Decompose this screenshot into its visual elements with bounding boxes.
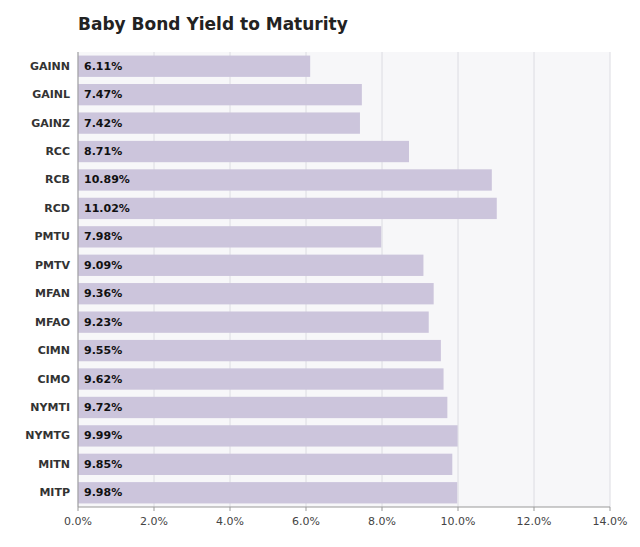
tick-label: 6.0% xyxy=(292,515,320,528)
category-label: PMTV xyxy=(35,259,71,272)
category-label: MITP xyxy=(39,486,70,499)
bar xyxy=(78,311,429,332)
data-label: 9.36% xyxy=(84,287,122,300)
data-label: 8.71% xyxy=(84,145,122,158)
category-label: RCB xyxy=(45,173,70,186)
data-label: 11.02% xyxy=(84,202,130,215)
category-label: MITN xyxy=(38,458,70,471)
bars xyxy=(78,56,497,504)
tick-label: 0.0% xyxy=(64,515,92,528)
grid-line xyxy=(78,52,79,507)
tick-mark xyxy=(610,507,611,511)
category-label: GAINN xyxy=(30,60,70,73)
bar xyxy=(78,340,441,361)
bar xyxy=(78,283,434,304)
chart: Baby Bond Yield to Maturity 0.0% 2.0% 4.0% 6… xyxy=(0,0,640,547)
data-label: 7.98% xyxy=(84,230,122,243)
data-label: 9.72% xyxy=(84,401,122,414)
x-axis-line xyxy=(78,507,610,508)
bar xyxy=(78,56,310,77)
bar xyxy=(78,169,492,190)
bar xyxy=(78,226,381,247)
tick-label: 4.0% xyxy=(216,515,244,528)
plot-area xyxy=(78,52,610,507)
data-label: 9.55% xyxy=(84,344,122,357)
category-label: MFAN xyxy=(35,287,70,300)
category-label: GAINZ xyxy=(31,117,70,130)
grid-line xyxy=(610,52,611,507)
grid-line xyxy=(458,52,459,507)
category-label: CIMN xyxy=(38,344,70,357)
bar xyxy=(78,255,423,276)
bar xyxy=(78,425,458,446)
category-label: CIMO xyxy=(38,373,70,386)
category-label: GAINL xyxy=(32,88,70,101)
tick-mark xyxy=(230,507,231,511)
data-label: 10.89% xyxy=(84,173,130,186)
category-label: PMTU xyxy=(35,230,70,243)
tick-mark xyxy=(306,507,307,511)
tick-label: 14.0% xyxy=(593,515,628,528)
category-label: NYMTG xyxy=(25,429,70,442)
category-label: NYMTI xyxy=(30,401,70,414)
bar xyxy=(78,482,457,503)
data-label: 9.98% xyxy=(84,486,122,499)
y-axis-line xyxy=(78,52,79,507)
category-label: RCD xyxy=(44,202,70,215)
data-label: 9.23% xyxy=(84,316,122,329)
bar xyxy=(78,141,409,162)
tick-label: 12.0% xyxy=(517,515,552,528)
tick-mark xyxy=(154,507,155,511)
category-label: MFAO xyxy=(35,316,70,329)
data-label: 7.42% xyxy=(84,117,122,130)
tick-label: 2.0% xyxy=(140,515,168,528)
bar xyxy=(78,112,360,133)
grid-line xyxy=(534,52,535,507)
tick-label: 8.0% xyxy=(368,515,396,528)
title: Baby Bond Yield to Maturity xyxy=(78,14,348,34)
tick-label: 10.0% xyxy=(441,515,476,528)
data-label: 6.11% xyxy=(84,60,122,73)
data-label: 9.99% xyxy=(84,429,122,442)
data-label: 9.09% xyxy=(84,259,122,272)
tick-mark xyxy=(458,507,459,511)
bar xyxy=(78,397,447,418)
tick-mark xyxy=(534,507,535,511)
data-label: 7.47% xyxy=(84,88,122,101)
bar xyxy=(78,198,497,219)
bar xyxy=(78,84,362,105)
data-label: 9.85% xyxy=(84,458,122,471)
data-label: 9.62% xyxy=(84,373,122,386)
bar xyxy=(78,368,444,389)
category-label: RCC xyxy=(45,145,70,158)
tick-mark xyxy=(78,507,79,511)
bar xyxy=(78,454,452,475)
tick-mark xyxy=(382,507,383,511)
